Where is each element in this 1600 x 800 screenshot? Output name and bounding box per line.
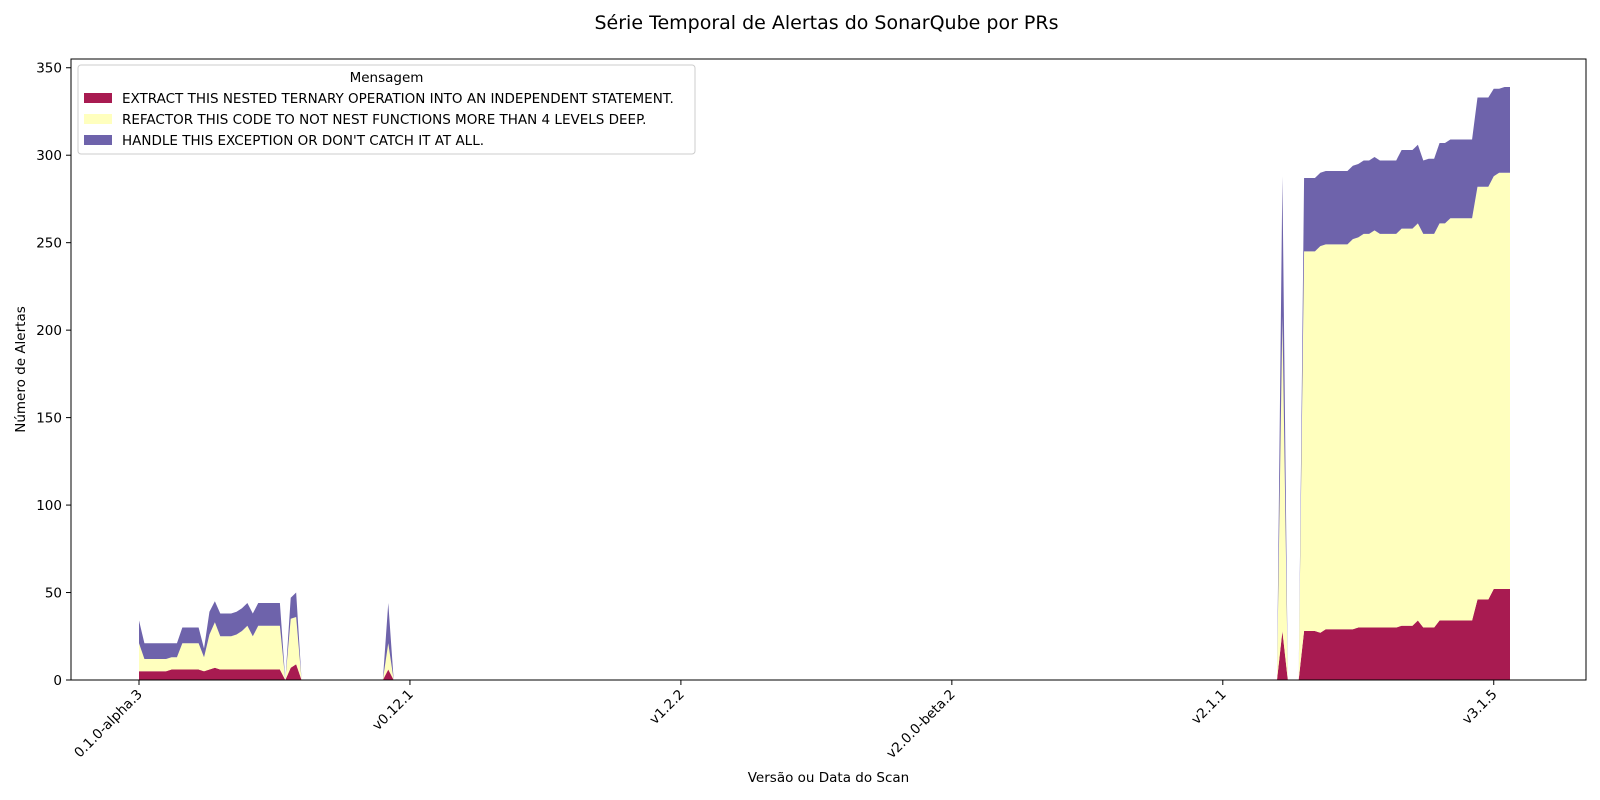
y-tick-label: 200 <box>36 323 62 339</box>
y-tick-label: 350 <box>36 61 62 77</box>
x-tick-label: v2.0.0-beta.2 <box>883 687 958 762</box>
legend: Mensagem EXTRACT THIS NESTED TERNARY OPER… <box>77 64 696 155</box>
legend-box <box>77 64 696 155</box>
legend-swatch <box>84 93 112 103</box>
y-tick-label: 300 <box>36 148 62 164</box>
legend-label: REFACTOR THIS CODE TO NOT NEST FUNCTIONS… <box>122 112 646 128</box>
y-tick-label: 50 <box>45 586 62 602</box>
y-axis: 0 50 100 150 200 250 300 350 <box>36 61 71 689</box>
plot-frame <box>70 58 1587 681</box>
legend-swatch <box>84 135 112 145</box>
area-series-2 <box>139 172 1510 680</box>
chart-title: Série Temporal de Alertas do SonarQube p… <box>594 12 1059 34</box>
legend-label: EXTRACT THIS NESTED TERNARY OPERATION IN… <box>122 91 674 107</box>
y-tick-label: 150 <box>36 411 62 427</box>
legend-swatch <box>84 114 112 124</box>
x-axis-label: Versão ou Data do Scan <box>748 770 909 786</box>
x-tick-label: v3.1.5 <box>1459 687 1500 728</box>
area-series-1 <box>139 589 1510 680</box>
x-tick-label: v2.1.1 <box>1188 687 1229 728</box>
y-tick-label: 0 <box>53 673 62 689</box>
y-axis-label: Número de Alertas <box>13 306 29 433</box>
x-tick-label: v0.12.1 <box>369 687 416 734</box>
x-tick-label: v1.2.2 <box>646 687 687 728</box>
legend-title: Mensagem <box>350 70 424 86</box>
legend-label: HANDLE THIS EXCEPTION OR DON'T CATCH IT … <box>122 133 484 149</box>
x-tick-label: 0.1.0-alpha.3 <box>71 687 146 762</box>
stacked-areas <box>139 86 1510 681</box>
y-tick-label: 250 <box>36 236 62 252</box>
x-axis: 0.1.0-alpha.3 v0.12.1 v1.2.2 v2.0.0-beta.2 v… <box>71 680 1501 762</box>
y-tick-label: 100 <box>36 498 62 514</box>
area-series-3 <box>139 86 1510 681</box>
